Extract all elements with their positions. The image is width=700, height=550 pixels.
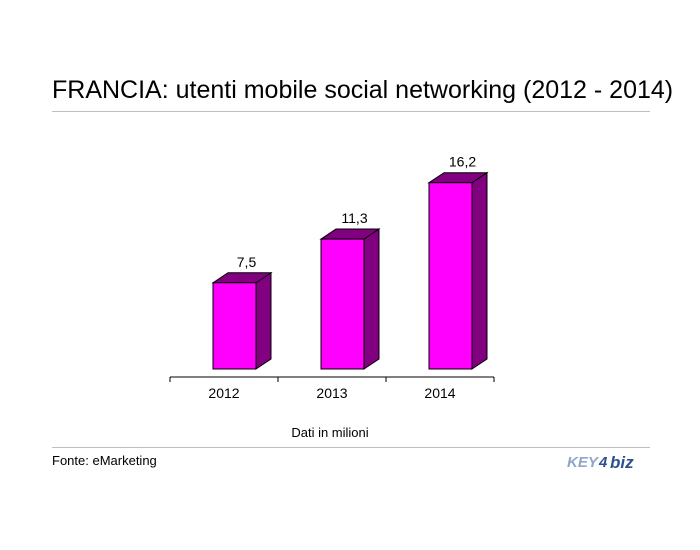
title-divider xyxy=(52,111,650,112)
bar-front-2013 xyxy=(320,238,365,370)
bar-side-2013 xyxy=(363,228,380,370)
value-label-2012: 7,5 xyxy=(237,254,257,270)
x-tick-label-2013: 2013 xyxy=(316,385,347,401)
x-tick-label-2012: 2012 xyxy=(208,385,239,401)
key4biz-logo: KEY 4 biz xyxy=(567,453,634,472)
logo-biz-text: biz xyxy=(610,453,634,472)
bar-2013 xyxy=(319,228,381,370)
bar-2014 xyxy=(427,171,489,370)
logo-4-text: 4 xyxy=(598,454,608,471)
bar-front-2014 xyxy=(428,182,473,370)
logo-key-text: KEY xyxy=(567,454,600,471)
value-label-2014: 16,2 xyxy=(449,154,476,170)
source-note: Fonte: eMarketing xyxy=(52,453,157,468)
footer-divider xyxy=(52,447,650,448)
bar-side-2014 xyxy=(471,171,488,370)
bar-front-2012 xyxy=(212,282,257,370)
value-label-2013: 11,3 xyxy=(341,210,367,226)
bar-2012 xyxy=(211,271,273,370)
bar-side-2012 xyxy=(255,271,272,370)
unit-note: Dati in milioni xyxy=(291,425,369,440)
chart-title: FRANCIA: utenti mobile social networking… xyxy=(52,76,674,104)
x-tick-label-2014: 2014 xyxy=(424,385,455,401)
